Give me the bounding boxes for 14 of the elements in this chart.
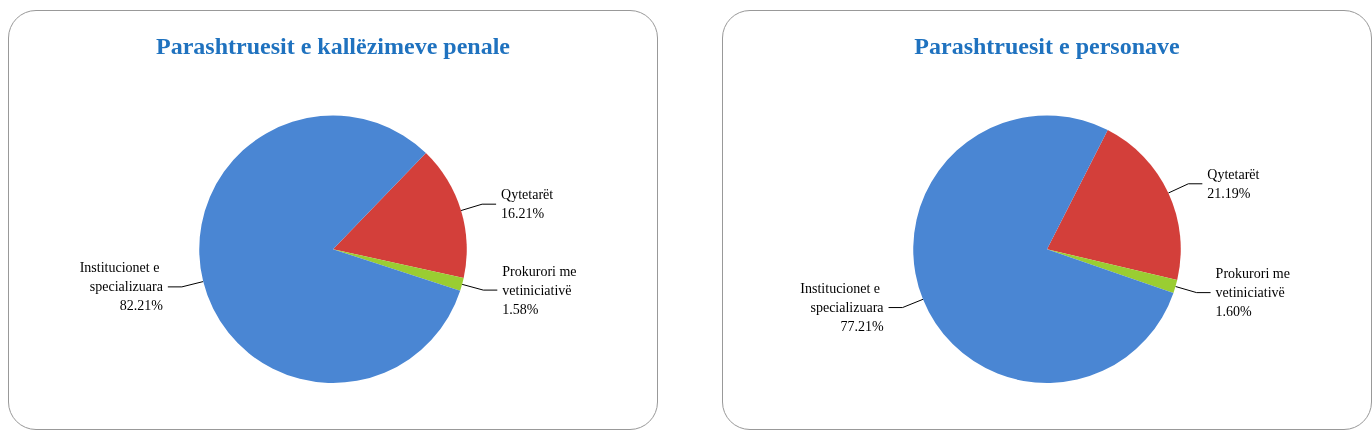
slice-label: Prokurori me vetiniciativë	[1215, 266, 1294, 301]
slice-label: Qytetarët	[1207, 166, 1260, 182]
data-label: 1.60%	[1215, 304, 1253, 320]
data-label: 77.21%	[840, 319, 884, 335]
chart-title: Parashtruesit e kallëzimeve penale	[156, 33, 511, 59]
slice-label: Qytetarët	[501, 187, 554, 203]
slice-label: Institucionet e specializuara	[79, 260, 164, 295]
data-label: 82.21%	[119, 298, 164, 314]
data-label: 1.58%	[502, 301, 539, 317]
data-label: 21.19%	[1207, 185, 1251, 201]
slice-label: Institucionet e specializuara	[800, 281, 885, 316]
chart-title: Parashtruesit e personave	[914, 33, 1180, 59]
data-label: 16.21%	[501, 206, 545, 222]
slice-label: Prokurori me vetiniciativë	[502, 263, 581, 298]
